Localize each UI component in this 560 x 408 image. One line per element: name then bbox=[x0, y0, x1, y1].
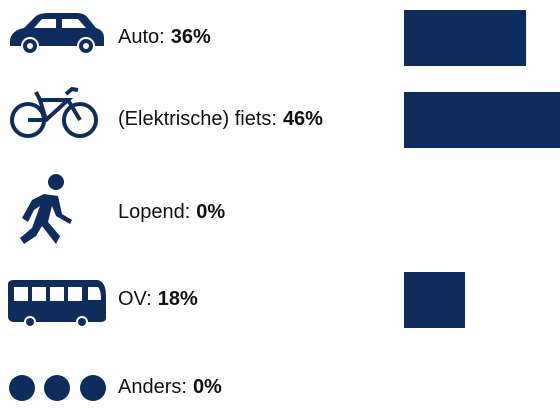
icon-other bbox=[9, 375, 106, 401]
value-label: 36% bbox=[171, 26, 211, 48]
row-label: OV: 18% bbox=[118, 288, 198, 310]
value-label: 18% bbox=[158, 288, 198, 310]
value-label: 0% bbox=[196, 201, 225, 223]
category-label: Anders: bbox=[118, 376, 187, 398]
category-label: Lopend: bbox=[118, 201, 190, 223]
row-label: Auto: 36% bbox=[118, 26, 211, 48]
bar bbox=[404, 92, 560, 148]
row-label: Anders: 0% bbox=[118, 376, 222, 398]
icon-car bbox=[10, 13, 104, 55]
category-label: OV: bbox=[118, 288, 152, 310]
category-label: (Elektrische) fiets: bbox=[118, 108, 277, 130]
value-label: 0% bbox=[193, 376, 222, 398]
category-label: Auto: bbox=[118, 26, 165, 48]
bar bbox=[404, 272, 466, 328]
row-label: Lopend: 0% bbox=[118, 201, 225, 223]
value-label: 46% bbox=[283, 108, 323, 130]
icon-bike bbox=[10, 86, 98, 138]
icon-bus bbox=[8, 280, 106, 328]
bar bbox=[404, 10, 527, 66]
row-label: (Elektrische) fiets: 46% bbox=[118, 108, 323, 130]
icon-walker bbox=[20, 174, 72, 244]
